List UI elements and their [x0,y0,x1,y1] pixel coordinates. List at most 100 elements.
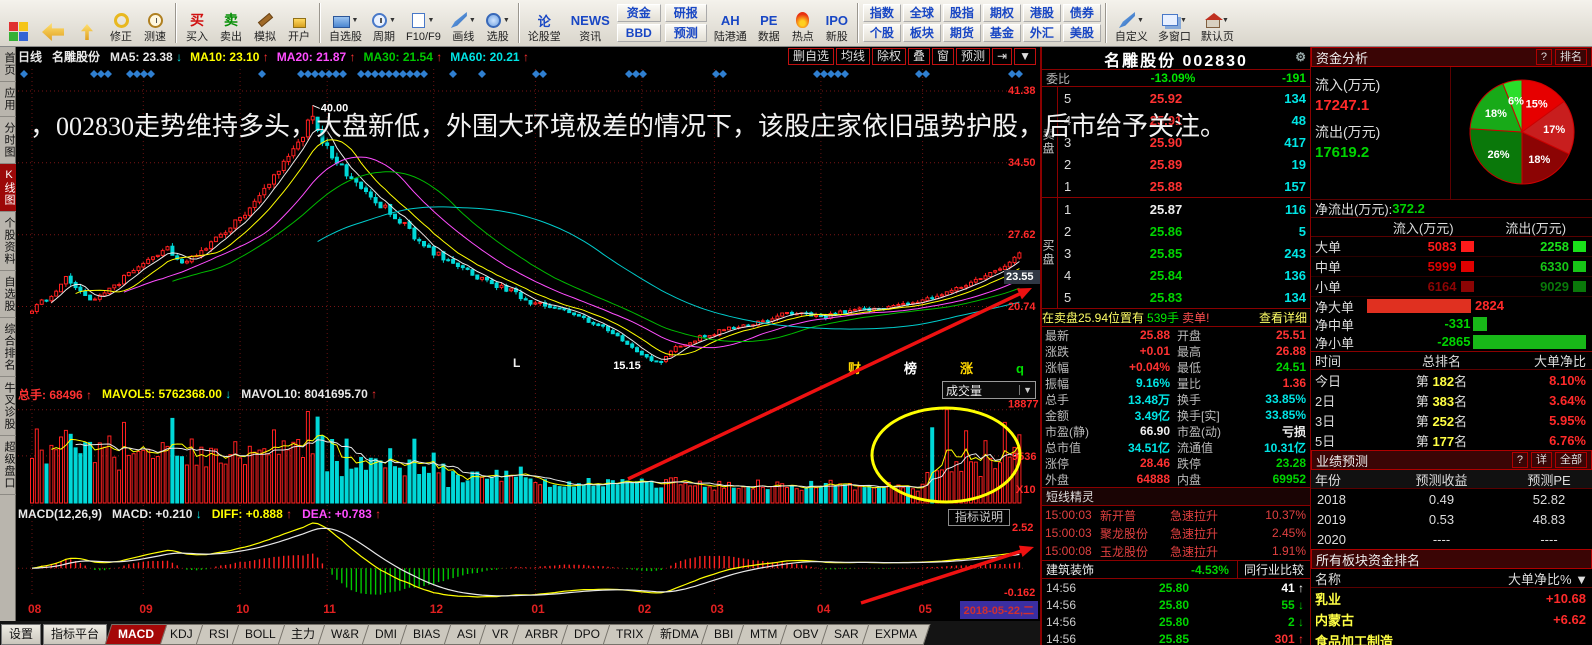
ah-button[interactable]: AH 陆港通 [709,1,752,45]
drawline-button[interactable]: ▼ 画线 [446,1,481,45]
market-button-基金[interactable]: 基金 [982,24,1021,42]
sidebar-item-牛叉诊股[interactable]: 牛叉诊股 [0,377,16,436]
speed-test-button[interactable]: 测速 [138,1,172,45]
forecast-help-button[interactable]: ? [1511,452,1528,468]
svg-text:涨: 涨 [959,361,973,376]
market-button-美股[interactable]: 美股 [1062,24,1101,42]
open-account-button[interactable]: 开户 [282,1,316,45]
sectors-header: 所有板块资金排名 [1311,549,1592,569]
toolbar-button-资金[interactable]: 资金 [616,4,661,22]
multiwindow-button[interactable]: ▼ 多窗口 [1153,1,1196,45]
sector-rank-row-乳业[interactable]: 乳业 +10.68 [1315,591,1586,607]
indicator-tab-MACD[interactable]: MACD [104,624,168,645]
sell-button[interactable]: 卖卖出 [214,1,248,45]
indicator-help-button[interactable]: 指标说明 [947,509,1010,526]
market-button-指数[interactable]: 指数 [862,4,901,22]
svg-text:18%: 18% [1528,154,1550,166]
open-account-button-label: 开户 [288,31,310,43]
strip-button-指标平台[interactable]: 指标平台 [43,624,108,645]
sprite-row[interactable]: 15:00:03 新开普 急速拉升 10.37% [1045,508,1306,523]
toolbar-separator [1104,3,1107,43]
chart-button-预测[interactable]: 预测 [956,48,991,65]
sector-rank-row-内蒙古[interactable]: 内蒙古 +6.62 [1315,612,1586,628]
buy-button[interactable]: 买买入 [180,1,214,45]
outflow-label: 流出(万元) [1315,124,1381,140]
market-button-期权[interactable]: 期权 [982,4,1021,22]
chevron-down-icon: ▼ [1136,16,1144,24]
news-button[interactable]: NEWS 资讯 [566,1,615,45]
toolbar-button-预测[interactable]: 预测 [664,24,707,42]
watchlist-button[interactable]: ▼ 自选股 [324,1,367,45]
chart-button-⇥[interactable]: ⇥ [992,48,1013,65]
market-button-板块[interactable]: 板块 [902,24,941,42]
sidebar-item-综合排名[interactable]: 综合排名 [0,318,16,377]
f10-button[interactable]: ▼ F10/F9 [401,1,446,45]
market-button-全球[interactable]: 全球 [902,4,941,22]
toolbar-separator [517,3,520,43]
sprite-row[interactable]: 15:00:08 玉龙股份 急速拉升 1.91% [1045,544,1306,559]
sidebar-item-自选股[interactable]: 自选股 [0,271,16,318]
stockpick-button[interactable]: ▼ 选股 [481,1,515,45]
watchlist-button-label: 自选股 [329,31,362,43]
period-button[interactable]: ▼ 周期 [367,1,401,45]
forecast-all-button[interactable]: 全部 [1555,452,1587,468]
fund-rank-button[interactable]: 排名 [1555,49,1587,65]
forum-button-label: 论股堂 [527,31,561,43]
defaultpage-button[interactable]: ▼ 默认页 [1196,1,1239,45]
speed-test-icon [147,9,163,31]
toolbar-button-研报[interactable]: 研报 [664,4,707,22]
hot-button[interactable]: 热点 [786,1,820,45]
ipo-button[interactable]: IPO 新股 [820,1,854,45]
strip-button-设置[interactable]: 设置 [1,624,42,645]
bid-row-1: 1 25.87 116 [1064,201,1306,217]
app-logo[interactable] [2,1,36,45]
chart-button-均线[interactable]: 均线 [835,48,870,65]
market-button-债券[interactable]: 债券 [1062,4,1101,22]
sidebar-item-超级盘口[interactable]: 超级盘口 [0,436,16,495]
sidebar-item-分时图[interactable]: 分时图 [0,117,16,164]
volume-indicator-dropdown[interactable]: 成交量 ▼ [942,381,1036,399]
svg-text:18%: 18% [1484,108,1506,120]
sectors-sort-header[interactable]: 大单净比% ▼ [1507,571,1588,587]
toolbar-button-BBD[interactable]: BBD [616,24,661,42]
correct-icon [113,9,129,31]
market-button-个股[interactable]: 个股 [862,24,901,42]
gear-icon[interactable]: ⚙ [1295,50,1308,64]
alert-detail-link[interactable]: 查看详细 [1258,311,1307,325]
market-button-股指[interactable]: 股指 [942,4,981,22]
forecast-detail-button[interactable]: 详 [1531,452,1552,468]
back-button[interactable] [36,1,70,45]
svg-text:03: 03 [710,602,724,616]
industry-compare-button[interactable]: 同行业比较 [1236,561,1310,578]
pe-data-button[interactable]: PE 数据 [752,1,786,45]
sidebar-item-个股资料[interactable]: 个股资料 [0,212,16,271]
simulate-button[interactable]: 模拟 [248,1,282,45]
nudge-buttons[interactable] [70,1,104,45]
market-button-外汇[interactable]: 外汇 [1022,24,1061,42]
kline-chart-canvas[interactable]: 40.0015.15L 财榜涨 q188779536X102.52-0.16208 0… [16,47,1040,621]
chart-button-叠[interactable]: 叠 [908,48,931,65]
sidebar-item-首页[interactable]: 首页 [0,47,16,82]
sector-rank-row-食品加工制造[interactable]: 食品加工制造 [1315,634,1394,645]
sidebar-item-K线图[interactable]: K线图 [0,164,16,212]
chart-button-窗[interactable]: 窗 [932,48,955,65]
forum-button[interactable]: 论论股堂 [523,1,566,45]
flow-table-header: 流入(万元) 流出(万元) [1311,218,1592,237]
market-button-期货[interactable]: 期货 [942,24,981,42]
sidebar-item-应用[interactable]: 应用 [0,82,16,117]
indicator-tab-EXPMA[interactable]: EXPMA [861,624,931,645]
custom-button[interactable]: ▼ 自定义 [1110,1,1153,45]
svg-text:40.00: 40.00 [321,102,349,114]
market-button-港股[interactable]: 港股 [1022,4,1061,22]
sprite-row[interactable]: 15:00:03 聚龙股份 急速拉升 2.45% [1045,526,1306,541]
rank-table-header: 时间 总排名 大单净比 [1311,351,1592,370]
fund-help-button[interactable]: ? [1535,49,1552,65]
chart-button-除权[interactable]: 除权 [871,48,906,65]
correct-button[interactable]: 修正 [104,1,138,45]
chart-button-删自选[interactable]: 删自选 [787,48,834,65]
buy-button-label: 买入 [186,31,208,43]
large-order-alert[interactable]: 在卖盘25.94位置有 539手 卖单! 查看详细 [1042,309,1310,327]
toolbar-stack-1: 研报 预测 [663,1,709,45]
chevron-down-icon: ▼ [1019,385,1032,395]
chart-button-▼[interactable]: ▼ [1014,48,1036,65]
